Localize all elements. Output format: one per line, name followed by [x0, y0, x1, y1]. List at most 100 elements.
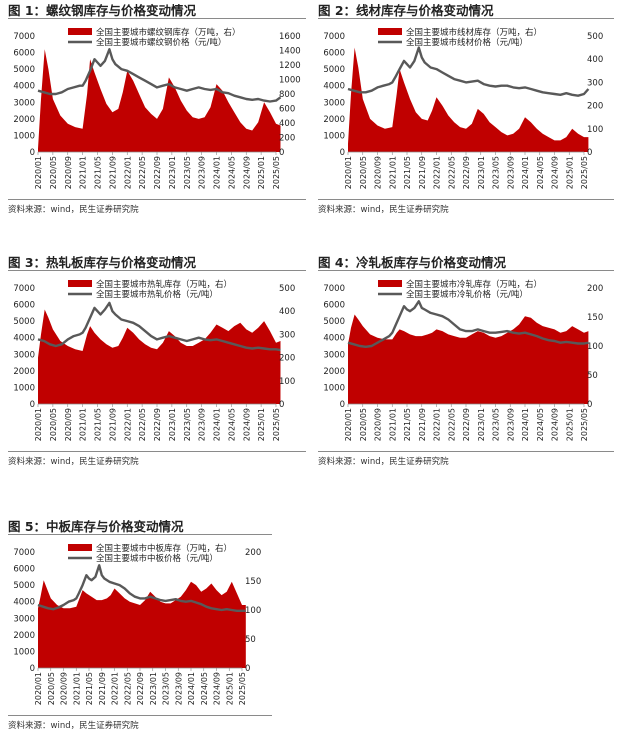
- x-tick-label: 2022/01: [433, 156, 442, 189]
- legend-swatch-inventory: [378, 280, 402, 287]
- y-right-tick-label: 50: [587, 371, 598, 381]
- x-tick-label: 2025/01: [257, 156, 266, 189]
- x-tick-label: 2021/05: [403, 156, 412, 189]
- x-tick-label: 2020/09: [374, 408, 383, 441]
- y-left-tick-label: 0: [340, 148, 345, 158]
- x-tick-label: 2020/05: [49, 408, 58, 441]
- x-tick-label: 2021/09: [418, 156, 427, 189]
- y-right-tick-label: 400: [587, 55, 603, 65]
- y-right-tick-label: 600: [279, 105, 295, 115]
- x-tick-label: 2020/05: [359, 156, 368, 189]
- y-left-tick-label: 7000: [13, 284, 35, 294]
- y-left-tick-label: 3000: [13, 98, 35, 108]
- x-tick-label: 2022/05: [447, 408, 456, 441]
- x-tick-label: 2024/05: [227, 408, 236, 441]
- y-right-tick-label: 0: [279, 148, 284, 158]
- x-tick-label: 2024/01: [187, 672, 196, 705]
- x-tick-label: 2024/05: [536, 408, 545, 441]
- y-left-tick-label: 7000: [13, 32, 35, 42]
- y-left-tick-label: 5000: [323, 65, 345, 75]
- y-left-tick-label: 0: [30, 400, 35, 410]
- x-tick-label: 2025/01: [225, 672, 234, 705]
- x-tick-label: 2020/01: [34, 156, 43, 189]
- chart-svg: 0 1000 2000 3000 4000 5000 6000 7000 0 50 100 150 20…: [323, 279, 603, 441]
- x-tick-label: 2022/01: [433, 408, 442, 441]
- x-tick-label: 2023/05: [492, 156, 501, 189]
- legend-swatch-inventory: [378, 28, 402, 35]
- x-tick-label: 2020/09: [64, 408, 73, 441]
- x-tick-label: 2023/01: [168, 408, 177, 441]
- y-right-tick-label: 200: [587, 102, 603, 112]
- x-tick-label: 2020/09: [60, 672, 69, 705]
- y-left-tick-label: 6000: [13, 565, 35, 575]
- y-left-tick-label: 1000: [13, 383, 35, 393]
- x-tick-label: 2020/05: [359, 408, 368, 441]
- x-tick-label: 2021/01: [79, 408, 88, 441]
- y-left-tick-label: 6000: [323, 301, 345, 311]
- panel-title: 图 3：热轧板库存与价格变动情况: [8, 255, 197, 270]
- x-tick-label: 2024/01: [521, 408, 530, 441]
- y-right-tick-label: 150: [245, 577, 261, 587]
- y-left-tick-label: 0: [30, 664, 35, 674]
- y-left-tick-label: 6000: [13, 49, 35, 59]
- y-left-tick-label: 3000: [323, 98, 345, 108]
- x-tick-label: 2020/01: [344, 156, 353, 189]
- source-note: 资料来源：wind，民生证券研究院: [318, 457, 449, 467]
- x-tick-label: 2020/09: [374, 156, 383, 189]
- series-line-price: [347, 46, 590, 97]
- y-right-tick-label: 100: [587, 125, 603, 135]
- x-tick-label: 2024/09: [242, 156, 251, 189]
- x-tick-label: 2022/05: [123, 672, 132, 705]
- x-tick-label: 2020/01: [34, 408, 43, 441]
- series-area-inventory: [38, 49, 281, 152]
- legend-label-price: 全国主要城市热轧价格（元/吨）: [96, 289, 218, 300]
- y-right-tick-label: 1600: [279, 32, 301, 42]
- x-tick-label: 2023/01: [477, 156, 486, 189]
- legend-label-price: 全国主要城市螺纹钢价格（元/吨）: [96, 37, 226, 48]
- x-tick-label: 2024/01: [213, 408, 222, 441]
- legend-label-inventory: 全国主要城市螺纹钢库存（万吨，右）: [96, 27, 241, 38]
- y-right-tick-label: 150: [587, 313, 603, 323]
- y-left-tick-label: 2000: [13, 115, 35, 125]
- x-tick-label: 2025/05: [580, 408, 589, 441]
- y-left-tick-label: 4000: [13, 334, 35, 344]
- legend-label-inventory: 全国主要城市中板库存（万吨，右）: [96, 543, 232, 554]
- legend-swatch-inventory: [68, 280, 92, 287]
- x-tick-label: 2021/05: [403, 408, 412, 441]
- series-area-inventory: [38, 580, 246, 668]
- y-right-tick-label: 500: [587, 32, 603, 42]
- x-tick-label: 2023/05: [183, 408, 192, 441]
- chart-panel-3: 图 3：热轧板库存与价格变动情况 0 1000 2000 3000 4000 5000 60…: [8, 252, 306, 472]
- chart-svg: 0 1000 2000 3000 4000 5000 6000 7000 0 200 400 600 8…: [13, 27, 301, 189]
- panel-title: 图 4：冷轧板库存与价格变动情况: [318, 255, 507, 270]
- y-left-tick-label: 4000: [323, 82, 345, 92]
- legend-label-inventory: 全国主要城市热轧库存（万吨，右）: [96, 279, 232, 290]
- x-tick-label: 2024/09: [551, 408, 560, 441]
- y-right-tick-label: 300: [587, 78, 603, 88]
- chart-panel-4: 图 4：冷轧板库存与价格变动情况 0 1000 2000 3000 4000 5000 60…: [318, 252, 614, 472]
- legend-swatch-inventory: [68, 544, 92, 551]
- y-left-tick-label: 2000: [323, 115, 345, 125]
- y-left-tick-label: 1000: [13, 647, 35, 657]
- x-tick-label: 2021/01: [79, 156, 88, 189]
- legend-label-inventory: 全国主要城市线材库存（万吨，右）: [406, 27, 542, 38]
- x-tick-label: 2023/09: [198, 408, 207, 441]
- x-tick-label: 2024/09: [551, 156, 560, 189]
- chart-svg: 0 1000 2000 3000 4000 5000 6000 7000 0 50 100 150 20…: [13, 543, 261, 705]
- y-right-tick-label: 1400: [279, 47, 301, 57]
- x-tick-label: 2025/05: [272, 156, 281, 189]
- y-right-tick-label: 0: [587, 400, 592, 410]
- x-tick-label: 2023/09: [198, 156, 207, 189]
- x-tick-label: 2022/09: [153, 408, 162, 441]
- y-right-tick-label: 0: [587, 148, 592, 158]
- legend-label-price: 全国主要城市线材价格（元/吨）: [406, 37, 528, 48]
- x-tick-label: 2021/09: [108, 408, 117, 441]
- y-right-tick-label: 200: [245, 548, 261, 558]
- x-tick-label: 2020/05: [49, 156, 58, 189]
- source-divider: [318, 199, 614, 200]
- x-tick-label: 2021/09: [418, 408, 427, 441]
- x-tick-label: 2023/05: [183, 156, 192, 189]
- series-area-inventory: [348, 47, 589, 152]
- source-divider: [8, 451, 306, 452]
- source-divider: [8, 199, 306, 200]
